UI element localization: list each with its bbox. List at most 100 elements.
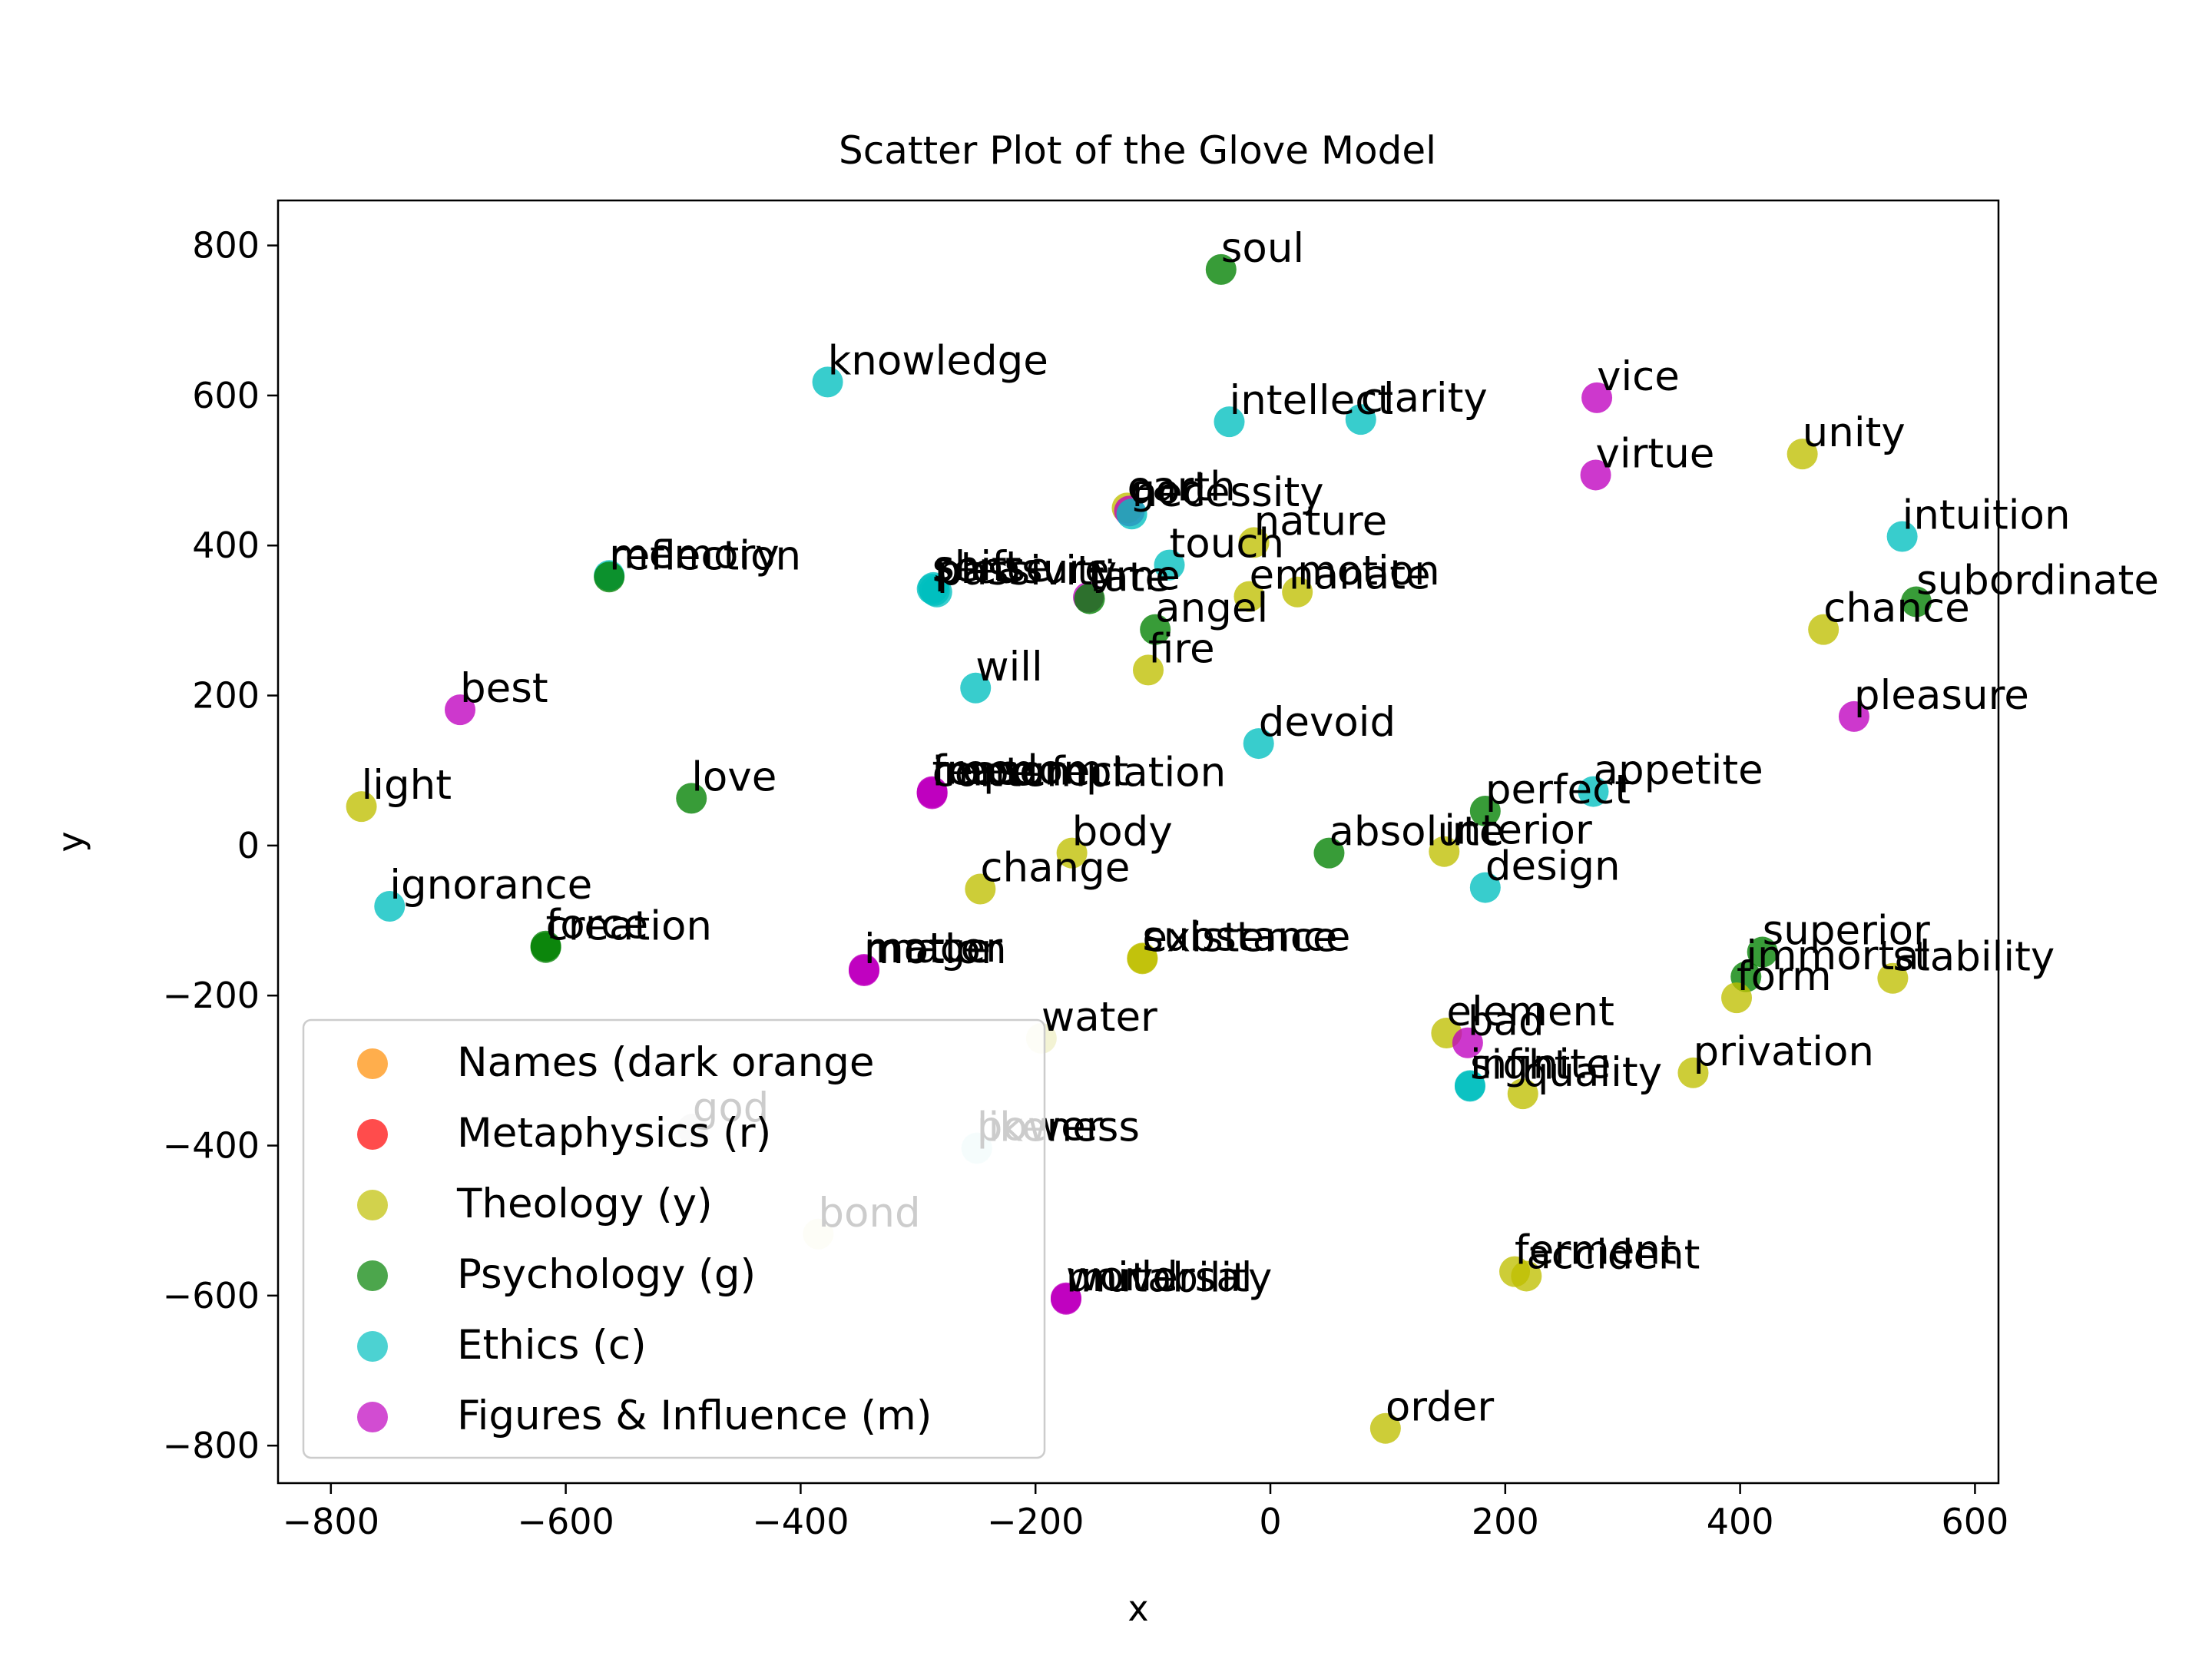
point-label: infinite: [1470, 1041, 1611, 1088]
data-point: [1282, 576, 1313, 608]
data-point: [918, 571, 949, 603]
data-point: [1313, 837, 1345, 869]
data-point: [1808, 614, 1839, 645]
y-axis-ticks: 800 600 400 200 0 −200 −400 −600 −800: [163, 225, 278, 1466]
y-tick-label: −800: [163, 1425, 260, 1466]
data-point: [1747, 936, 1778, 968]
data-point: [1469, 795, 1501, 826]
y-tick-label: 200: [192, 675, 260, 717]
point-label: element: [1446, 988, 1614, 1035]
data-point: [916, 778, 948, 810]
data-point: [1452, 1027, 1483, 1058]
point-label: accident: [1526, 1231, 1700, 1278]
point-label: motion: [864, 926, 1007, 973]
y-tick-label: 600: [192, 375, 260, 416]
data-point: [1429, 836, 1460, 867]
legend-label: Metaphysics (r): [457, 1110, 771, 1157]
data-point: [1345, 404, 1376, 435]
point-label: bad: [1468, 998, 1545, 1045]
point-label: pleasure: [1854, 672, 2029, 719]
point-label: god: [1130, 466, 1207, 513]
point-label: necessity: [1132, 469, 1324, 516]
x-tick-label: −600: [517, 1501, 614, 1542]
data-point: [1205, 253, 1237, 285]
point-label: quality: [1523, 1049, 1662, 1096]
point-label: memory: [609, 531, 779, 578]
point-label: subordinate: [1916, 557, 2159, 604]
data-point: [1578, 776, 1609, 807]
legend-box: [302, 1018, 1046, 1459]
data-point: [676, 783, 707, 814]
data-point: [374, 890, 406, 922]
point-label: clarity: [1361, 375, 1488, 422]
point-label: shift: [933, 543, 1021, 590]
point-label: time: [1088, 553, 1181, 600]
y-tick-label: 400: [192, 525, 260, 566]
point-label: soul: [1221, 225, 1304, 272]
point-label: best: [460, 665, 548, 712]
legend-marker: [357, 1048, 388, 1079]
point-label: appetite: [1593, 747, 1763, 794]
legend-label: Names (dark orange: [457, 1039, 874, 1086]
point-label: ignorance: [389, 862, 592, 909]
data-point: [1877, 962, 1909, 994]
x-axis-label: x: [1128, 1588, 1148, 1629]
x-tick-label: 600: [1942, 1501, 2009, 1542]
point-label: water: [1041, 994, 1157, 1041]
point-label: mutability: [1066, 1255, 1272, 1302]
point-label: chance: [1823, 585, 1970, 632]
legend-label: Theology (y): [456, 1181, 713, 1227]
point-label: virtue: [1596, 430, 1715, 477]
point-label: creation: [546, 903, 712, 950]
chart-title: Scatter Plot of the Glove Model: [839, 128, 1436, 173]
point-label: matter: [864, 925, 1002, 972]
legend-marker: [357, 1260, 388, 1291]
plot-area-frame: [276, 199, 2000, 1485]
data-point: [1050, 1283, 1081, 1315]
legend-label: Ethics (c): [457, 1322, 647, 1369]
legend-label: Figures & Influence (m): [457, 1392, 932, 1439]
point-label: fire: [1148, 625, 1215, 672]
data-point: [1580, 459, 1611, 491]
legend: Names (dark orange Metaphysics (r) Theolog…: [302, 1018, 1046, 1459]
point-label: angel: [1155, 585, 1268, 632]
point-label: intellect: [1229, 377, 1393, 424]
data-point: [346, 791, 377, 823]
data-point: [1238, 527, 1270, 558]
data-point: [1581, 382, 1613, 413]
legend-label: Psychology (g): [457, 1251, 756, 1298]
point-label: vice: [1597, 353, 1680, 400]
data-point: [1786, 439, 1818, 470]
point-label: perfect: [1485, 767, 1631, 813]
point-label: intuition: [1902, 492, 2071, 539]
point-label: interior: [1444, 807, 1592, 854]
data-point: [1469, 872, 1501, 903]
legend-marker: [357, 1119, 388, 1150]
point-label: knowledge: [828, 337, 1048, 384]
data-point: [848, 955, 879, 986]
point-label: emanate: [1249, 552, 1430, 599]
data-point: [1900, 586, 1932, 618]
point-label: will: [975, 644, 1043, 690]
point-label: form: [1737, 953, 1832, 1000]
data-point: [1056, 837, 1088, 869]
data-point: [1233, 581, 1265, 612]
y-tick-label: −600: [163, 1275, 260, 1316]
point-label: body: [1072, 809, 1173, 856]
legend-marker: [357, 1402, 388, 1432]
point-label: passivity: [937, 548, 1117, 594]
points-layer: [346, 253, 1932, 1444]
point-label: ferment: [1515, 1227, 1677, 1274]
legend-marker: [357, 1331, 388, 1362]
data-point: [965, 873, 996, 905]
x-tick-label: 400: [1707, 1501, 1774, 1542]
point-label: force: [546, 902, 648, 949]
data-point: [1214, 406, 1245, 438]
point-label: reason: [932, 748, 1070, 795]
point-label: stability: [1892, 934, 2055, 981]
y-tick-label: −200: [163, 975, 260, 1016]
data-point: [1116, 498, 1147, 530]
data-point: [1511, 1260, 1542, 1292]
